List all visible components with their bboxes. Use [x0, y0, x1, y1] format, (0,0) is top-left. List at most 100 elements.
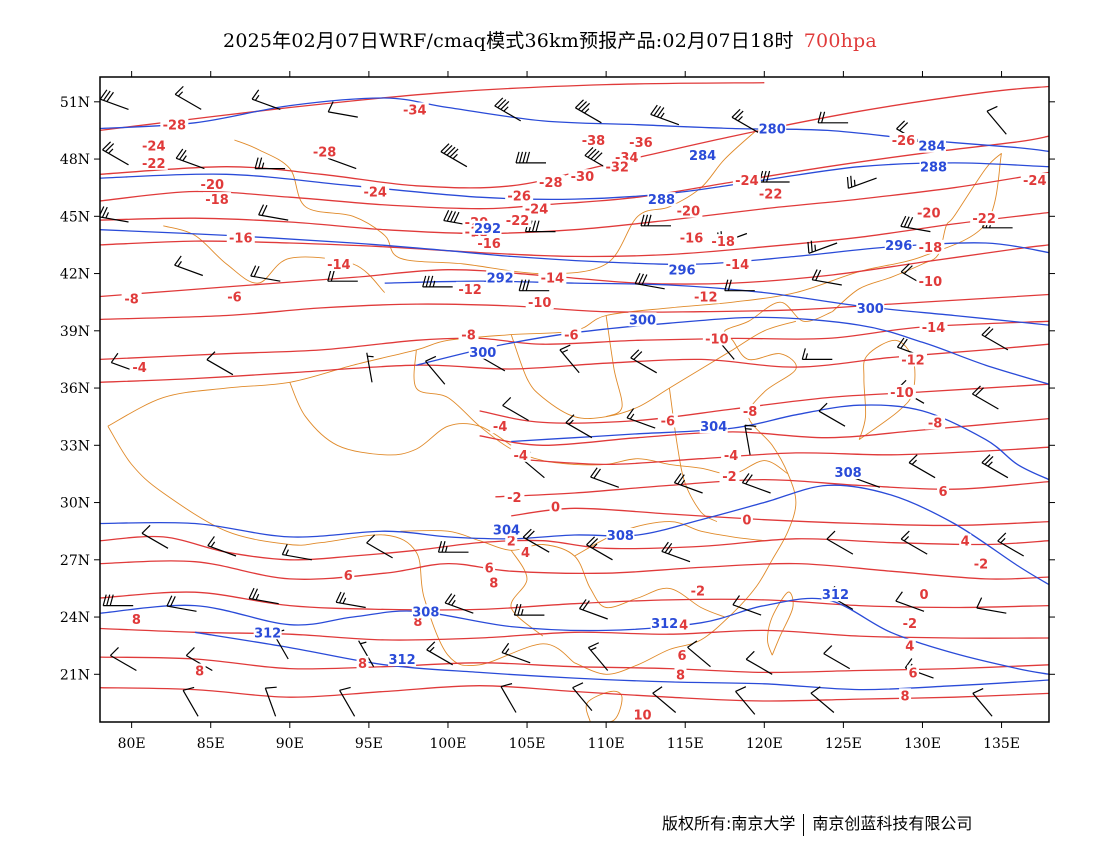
geopotential-label: 312 [254, 626, 281, 641]
temperature-label-bg [129, 360, 150, 375]
wind-barb [640, 214, 671, 227]
lon-tick-label: 105E [509, 736, 546, 752]
lat-tick-label: 33N [60, 438, 90, 454]
temperature-label: -26 [892, 134, 916, 149]
geopotential-label: 308 [607, 529, 634, 544]
temperature-label: -26 [507, 189, 531, 204]
temperature-label-bg [719, 468, 740, 483]
temperature-label: -24 [735, 174, 759, 189]
province-border-line [510, 550, 544, 637]
wind-barb [174, 255, 204, 277]
lat-tick-label: 30N [60, 496, 90, 512]
temperature-label-bg [505, 533, 518, 548]
temperature-label: 8 [676, 668, 685, 683]
lon-tick-label: 135E [983, 736, 1020, 752]
province-border-line [574, 301, 833, 675]
wind-barb [630, 349, 658, 374]
temperature-label: -22 [506, 214, 530, 229]
lat-tick-label: 39N [60, 324, 90, 340]
temperature-label: -14 [726, 258, 750, 273]
temperature-label-bg [198, 176, 227, 191]
wind-barb [817, 111, 849, 124]
temperature-label-bg [899, 615, 920, 630]
wind-barb [102, 594, 134, 607]
temperature-label: 8 [358, 657, 367, 672]
geopotential-label-bg [650, 615, 679, 630]
temperature-label-bg [959, 533, 972, 548]
wind-barb [281, 544, 313, 561]
geopotential-label-bg [253, 625, 282, 640]
wind-barb [810, 686, 835, 713]
temperature-label-bg [324, 257, 353, 272]
lat-tick-label: 45N [60, 209, 90, 225]
wind-barb [818, 402, 846, 427]
temperature-label-bg [536, 174, 565, 189]
temperature-label: -20 [917, 206, 941, 221]
wind-barb [494, 97, 522, 122]
temperature-label: -8 [461, 329, 475, 344]
temperature-label-bg [505, 188, 534, 203]
temperature-label: 4 [961, 535, 970, 550]
temperature-label-bg [626, 134, 655, 149]
wind-barb [587, 642, 609, 671]
wind-barb [502, 397, 529, 422]
wind-barb [652, 686, 677, 713]
geopotential-label-bg [486, 270, 515, 285]
geopotential-label-bg [606, 527, 635, 542]
lat-tick-label: 27N [60, 553, 90, 569]
temperature-label-bg [487, 575, 500, 590]
temperature-label: -6 [661, 414, 675, 429]
temperature-label: 8 [195, 664, 204, 679]
temperature-label-bg [918, 587, 931, 602]
copyright-prefix: 版权所有: [662, 814, 732, 833]
temperature-label: -4 [493, 420, 507, 435]
wind-barb [735, 686, 756, 715]
wind-barb [579, 599, 608, 620]
temperature-label: -4 [724, 449, 738, 464]
temperature-label-bg [193, 663, 206, 678]
wind-barb [248, 587, 279, 605]
temperature-label: 0 [920, 588, 929, 603]
temperature-label-bg [674, 203, 703, 218]
wind-barb [981, 454, 1009, 479]
temperature-label: -2 [507, 491, 521, 506]
geopotential-contour-line [100, 597, 1049, 675]
title-pressure-level: 700hpa [803, 30, 877, 52]
wind-barb [731, 108, 759, 133]
temperature-label: -10 [528, 296, 552, 311]
temperature-label: -18 [205, 193, 229, 208]
wind-barb [422, 275, 453, 288]
geopotential-contour-line [194, 631, 1049, 691]
wind-barb [109, 647, 137, 672]
wind-barb [895, 591, 925, 612]
isotherm-line [100, 171, 1049, 235]
geopotential-contour-line [511, 404, 1049, 481]
geopotential-label: 288 [920, 161, 947, 176]
wind-barb [500, 683, 517, 713]
temperature-label: -14 [327, 258, 351, 273]
wind-barb [102, 141, 129, 166]
geopotential-label-bg [388, 652, 417, 667]
temperature-label: -28 [163, 119, 187, 134]
wind-barb [426, 641, 454, 666]
temperature-label: -36 [629, 136, 653, 151]
geopotential-label-bg [668, 262, 697, 277]
temperature-label-bg [224, 289, 245, 304]
wind-barb [366, 534, 393, 559]
temperature-label-bg [740, 403, 761, 418]
isotherm-line [100, 293, 1049, 321]
isotherm-line [511, 507, 1049, 527]
temperature-label: 10 [633, 708, 651, 723]
temperature-label-bg [139, 155, 168, 170]
geopotential-label-bg [856, 300, 885, 315]
province-border-line [668, 388, 718, 522]
temperature-label: 6 [344, 569, 353, 584]
temperature-label-bg [676, 648, 689, 663]
wind-barb [661, 541, 691, 563]
geopotential-contour-line [100, 162, 1049, 201]
geopotential-label-bg [411, 604, 440, 619]
wind-barb [586, 536, 613, 561]
temperature-label-bg [203, 192, 232, 207]
temperature-label-bg [898, 352, 927, 367]
